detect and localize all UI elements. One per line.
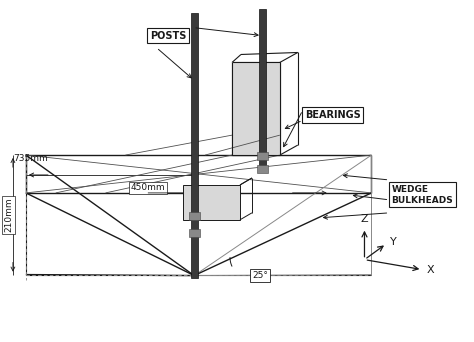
Bar [183,185,240,220]
Text: Y: Y [391,237,397,247]
Bar [232,63,280,155]
Bar [257,152,268,160]
Text: 210mm: 210mm [4,198,13,232]
Text: 25°: 25° [252,271,268,280]
Text: WEDGE
BULKHEADS: WEDGE BULKHEADS [392,185,453,205]
Bar [189,229,200,237]
Text: BEARINGS: BEARINGS [305,110,360,120]
Bar [257,165,268,173]
Text: X: X [426,265,434,275]
Bar [259,9,266,165]
Text: 450mm: 450mm [130,183,165,193]
Text: 735mm: 735mm [13,154,48,163]
Text: Z: Z [361,214,368,224]
Bar [191,13,198,278]
Text: POSTS: POSTS [150,30,186,41]
Bar [189,212,200,220]
